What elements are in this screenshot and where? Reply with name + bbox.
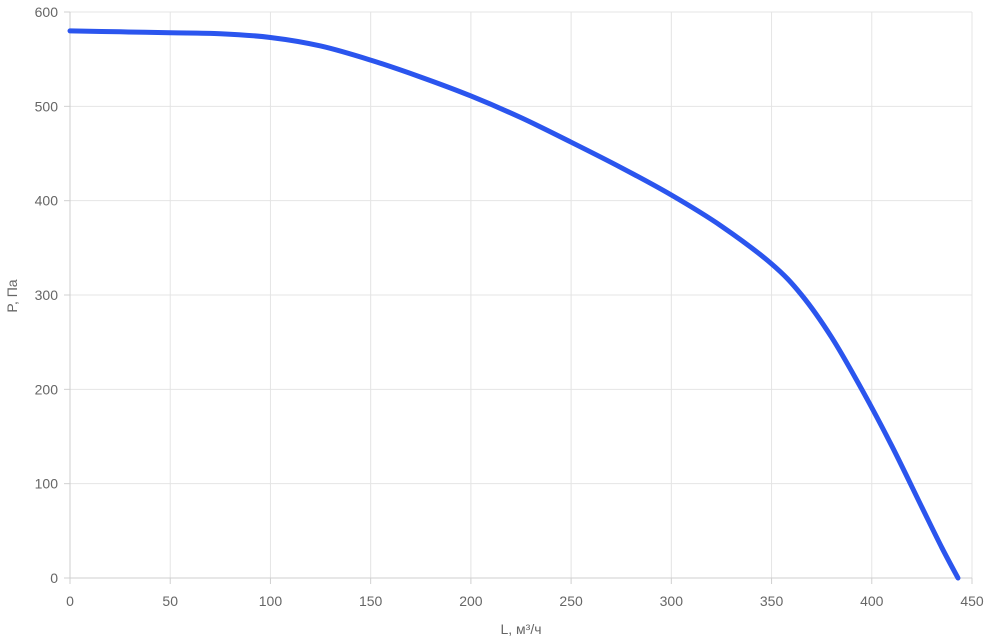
y-tick-labels: 0 100 200 300 400 500 600 [35, 4, 59, 586]
y-tick-label: 200 [35, 381, 59, 397]
y-tick-label: 400 [35, 193, 59, 209]
y-tick-label: 300 [35, 287, 59, 303]
x-tick-labels: 0 50 100 150 200 250 300 350 400 450 [66, 593, 984, 609]
x-tick-label: 450 [960, 593, 984, 609]
x-tick-label: 250 [559, 593, 583, 609]
x-tick-label: 200 [459, 593, 483, 609]
x-tick-label: 400 [860, 593, 884, 609]
x-tick-label: 350 [760, 593, 784, 609]
x-tick-label: 0 [66, 593, 74, 609]
series-line [67, 28, 961, 581]
y-tick-label: 0 [50, 570, 58, 586]
y-tick-label: 100 [35, 476, 59, 492]
x-axis-title: L, м³/ч [500, 621, 541, 637]
x-tick-label: 150 [359, 593, 383, 609]
x-tick-label: 300 [660, 593, 684, 609]
x-tick-label: 100 [259, 593, 283, 609]
axes [64, 11, 973, 584]
series-layer [67, 28, 961, 581]
grid [70, 11, 973, 578]
y-tick-label: 600 [35, 4, 59, 20]
y-axis-title: P, Па [4, 279, 20, 312]
x-tick-label: 50 [162, 593, 178, 609]
y-tick-label: 500 [35, 98, 59, 114]
